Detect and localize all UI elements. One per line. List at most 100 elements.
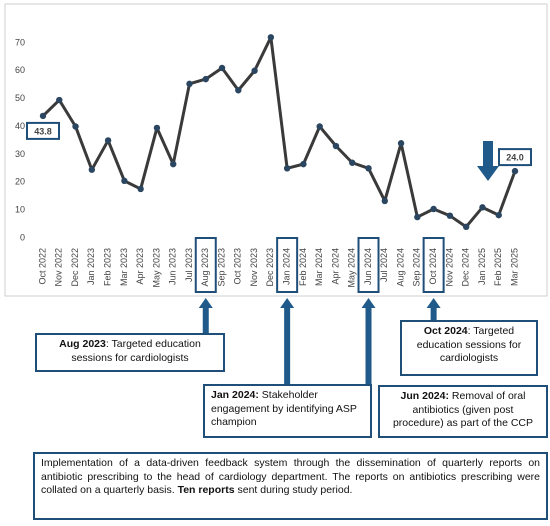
category-highlight xyxy=(422,237,445,293)
x-tick-label: Nov 2023 xyxy=(249,248,259,287)
annotation-text: : Targeted education sessions for cardio… xyxy=(416,325,522,365)
data-point xyxy=(381,197,388,205)
x-tick-label: Jul 2023 xyxy=(184,248,194,282)
data-point xyxy=(186,80,193,88)
data-point xyxy=(137,185,144,193)
data-point xyxy=(300,160,307,168)
annotation-bold: Ten reports xyxy=(177,484,235,497)
x-tick-label: Dec 2024 xyxy=(461,248,471,287)
data-point xyxy=(479,204,486,211)
x-tick-label: Apr 2023 xyxy=(135,248,145,285)
value-label: 24.0 xyxy=(506,152,524,162)
category-highlight xyxy=(357,237,380,293)
annotation-text: Implementation of a data-driven feedback… xyxy=(41,457,540,497)
data-point xyxy=(316,123,323,130)
x-tick-label: Apr 2024 xyxy=(330,248,340,285)
x-tick-label: Jul 2024 xyxy=(379,248,389,282)
annotation-bold: Jan 2024: xyxy=(211,389,259,401)
data-point xyxy=(332,142,340,150)
data-point xyxy=(446,212,454,219)
data-point xyxy=(462,223,470,231)
data-point xyxy=(235,87,242,94)
data-point xyxy=(88,166,96,173)
x-tick-label: Jun 2024 xyxy=(363,248,373,285)
value-label: 43.8 xyxy=(34,126,52,136)
data-point xyxy=(56,96,63,104)
data-point xyxy=(495,211,502,219)
data-point xyxy=(202,75,209,83)
y-tick-label: 40 xyxy=(15,121,25,131)
pointer-arrow xyxy=(477,141,499,181)
x-tick-label: Feb 2023 xyxy=(102,248,112,286)
x-tick-label: Aug 2023 xyxy=(200,248,210,287)
data-point xyxy=(430,205,437,213)
annotation-bold: Aug 2023 xyxy=(59,338,106,350)
y-tick-label: 50 xyxy=(15,93,25,103)
x-tick-label: Oct 2022 xyxy=(37,248,47,285)
x-tick-label: Nov 2024 xyxy=(444,248,454,287)
annotation-arrow xyxy=(361,298,376,385)
x-tick-label: Sep 2023 xyxy=(216,248,226,287)
data-point xyxy=(72,123,79,130)
x-tick-label: May 2023 xyxy=(151,248,161,288)
y-tick-label: 60 xyxy=(15,65,25,75)
data-point xyxy=(39,112,47,120)
annotation-bold: Jun 2024: xyxy=(400,390,449,402)
x-tick-label: Jan 2023 xyxy=(86,248,96,285)
annotation-bold: Oct 2024 xyxy=(423,325,468,337)
x-tick-label: Mar 2023 xyxy=(119,248,129,286)
data-point xyxy=(251,67,258,74)
data-point xyxy=(349,159,356,166)
x-tick-label: Dec 2022 xyxy=(70,248,80,287)
category-highlight xyxy=(194,237,217,293)
value-label-box xyxy=(26,121,60,140)
annotation-text: : Targeted education sessions for cardio… xyxy=(71,338,201,364)
category-highlight xyxy=(276,237,299,293)
x-tick-label: Jun 2023 xyxy=(168,248,178,285)
x-tick-label: Jan 2025 xyxy=(477,248,487,285)
x-tick-label: Sep 2024 xyxy=(412,248,422,287)
annotation-box: Jun 2024: Removal of oral antibiotics (g… xyxy=(378,385,548,438)
annotation-box: Oct 2024: Targeted education sessions fo… xyxy=(400,320,538,376)
annotation-arrow xyxy=(426,298,441,320)
y-tick-label: 10 xyxy=(15,205,25,215)
annotation-arrow xyxy=(198,298,213,333)
x-tick-label: Aug 2024 xyxy=(395,248,405,287)
annotation-box: Jan 2024: Stakeholder engagement by iden… xyxy=(203,384,372,438)
y-tick-label: 70 xyxy=(15,37,25,47)
x-tick-label: Oct 2023 xyxy=(233,248,243,285)
data-point xyxy=(267,34,275,41)
data-point xyxy=(170,160,177,168)
y-tick-label: 20 xyxy=(15,177,25,187)
x-tick-label: Jan 2024 xyxy=(282,248,292,285)
annotation-box: Implementation of a data-driven feedback… xyxy=(33,452,548,520)
x-tick-label: Dec 2023 xyxy=(265,248,275,287)
data-point xyxy=(104,137,112,144)
x-tick-label: Feb 2024 xyxy=(298,248,308,286)
annotation-box: Aug 2023: Targeted education sessions fo… xyxy=(35,333,225,372)
data-point xyxy=(414,213,421,221)
annotation-text: sent during study period. xyxy=(234,484,353,497)
y-tick-label: 0 xyxy=(20,232,25,242)
x-tick-label: May 2024 xyxy=(347,248,357,288)
annotation-arrow xyxy=(280,298,295,384)
data-point xyxy=(218,64,226,72)
annotation-text: Removal of oral antibiotics (given post … xyxy=(392,390,534,430)
data-point xyxy=(283,165,291,172)
data-point xyxy=(397,140,405,147)
annotation-text: Stakeholder engagement by identifying AS… xyxy=(211,389,357,429)
value-label-box xyxy=(498,148,532,167)
data-point xyxy=(153,124,161,132)
data-point xyxy=(511,167,519,175)
data-point xyxy=(365,165,372,172)
x-tick-label: Nov 2022 xyxy=(54,248,64,287)
data-point xyxy=(121,177,128,185)
chart-frame xyxy=(4,3,548,297)
x-tick-label: Mar 2025 xyxy=(509,248,519,286)
y-tick-label: 30 xyxy=(15,149,25,159)
x-tick-label: Feb 2025 xyxy=(493,248,503,286)
x-tick-label: Oct 2024 xyxy=(428,248,438,285)
x-tick-label: Mar 2024 xyxy=(314,248,324,286)
